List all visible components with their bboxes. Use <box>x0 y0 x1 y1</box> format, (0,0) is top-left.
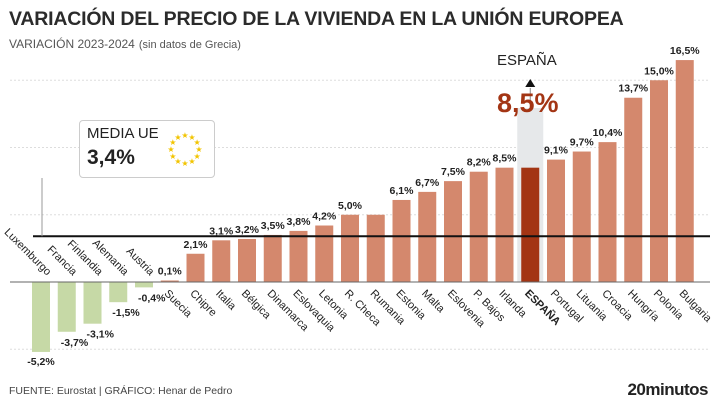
star-icon: ★ <box>174 133 181 142</box>
category-label: Austria <box>124 245 157 278</box>
average-callout: MEDIA UE 3,4% ★ ★ ★ ★ ★ ★ ★ ★ ★ ★ ★ ★ <box>79 120 215 178</box>
value-label: -1,5% <box>112 307 140 319</box>
highlight-value: 8,5% <box>497 88 559 118</box>
value-label: -3,7% <box>61 337 89 349</box>
bar-polonia <box>650 80 668 282</box>
value-label: 0,1% <box>158 266 183 278</box>
bar-chipre <box>186 253 205 282</box>
star-icon: ★ <box>169 152 176 161</box>
bar-p-bajos <box>469 171 488 282</box>
value-label: 6,1% <box>390 185 415 197</box>
value-label: 15,0% <box>644 65 674 77</box>
bar-r-checa <box>341 214 359 282</box>
bar-irlanda <box>495 167 514 282</box>
value-label: 4,2% <box>312 211 337 223</box>
value-label: -5,2% <box>27 356 55 368</box>
bar-letonia <box>315 225 334 282</box>
bar-eslovenia <box>444 181 462 282</box>
source-footer: FUENTE: Eurostat | GRÁFICO: Henar de Ped… <box>9 385 233 397</box>
bar-estonia <box>392 199 411 282</box>
category-label: Chipre <box>187 288 218 319</box>
star-icon: ★ <box>167 145 174 154</box>
bar-lituania <box>572 151 591 282</box>
value-label: 10,4% <box>593 127 623 139</box>
star-icon: ★ <box>181 131 188 140</box>
average-value: 3,4% <box>87 146 135 169</box>
bar-francia <box>57 282 76 332</box>
star-icon: ★ <box>194 152 201 161</box>
value-label: 9,1% <box>544 145 569 157</box>
value-label: 7,5% <box>441 166 466 178</box>
triangle-up-icon <box>525 79 536 87</box>
value-label: 3,5% <box>261 220 286 232</box>
star-icon: ★ <box>188 133 195 142</box>
star-icon: ★ <box>195 145 202 154</box>
value-label: 3,2% <box>235 224 260 236</box>
eu-stars-icon: ★ ★★★★★★★★★★★ <box>167 131 202 168</box>
value-label: 5,0% <box>338 200 363 212</box>
star-icon: ★ <box>169 138 176 147</box>
chart-subtitle: VARIACIÓN 2023-2024 (sin datos de Grecia) <box>9 37 241 51</box>
bar-dinamarca <box>263 234 282 282</box>
highlight-label: ESPAÑA <box>497 52 557 69</box>
value-label: 13,7% <box>618 83 648 95</box>
value-label: 8,2% <box>467 157 492 169</box>
brand-logo: 20minutos <box>627 380 708 399</box>
star-icon: ★ <box>181 159 188 168</box>
value-label: 3,8% <box>287 216 312 228</box>
bar-luxemburgo <box>32 282 50 352</box>
value-label: 8,5% <box>493 153 518 165</box>
star-icon: ★ <box>174 157 181 166</box>
star-icon: ★ <box>194 138 201 147</box>
bar-rumania <box>366 214 385 282</box>
bar-hungría <box>624 97 643 282</box>
value-label: -0,4% <box>138 292 166 304</box>
subtitle-text: VARIACIÓN 2023-2024 <box>9 37 135 51</box>
bar-eslovaquia <box>289 230 308 282</box>
subtitle-note: (sin datos de Grecia) <box>138 39 241 51</box>
value-label: 9,7% <box>570 137 595 149</box>
value-label: 2,1% <box>184 239 209 251</box>
value-label: -3,1% <box>87 329 115 341</box>
bar-croacia <box>598 142 617 282</box>
value-label: 3,1% <box>209 225 234 237</box>
bar-italia <box>212 240 231 282</box>
bar-portugal <box>547 159 565 282</box>
bar-suecia <box>160 280 179 282</box>
average-label: MEDIA UE <box>87 125 159 142</box>
value-label: 6,7% <box>415 177 440 189</box>
chart-title: VARIACIÓN DEL PRECIO DE LA VIVIENDA EN L… <box>9 8 624 30</box>
bar-austria <box>135 282 153 288</box>
bar-bélgica <box>238 238 256 282</box>
value-label: 16,5% <box>670 45 700 57</box>
category-label: Bulgaria <box>677 288 715 326</box>
bar-finlandia <box>83 282 102 324</box>
bar-bulgaria <box>675 60 694 283</box>
star-icon: ★ <box>188 157 195 166</box>
bar-alemania <box>109 282 128 303</box>
bar-españa <box>521 167 540 282</box>
